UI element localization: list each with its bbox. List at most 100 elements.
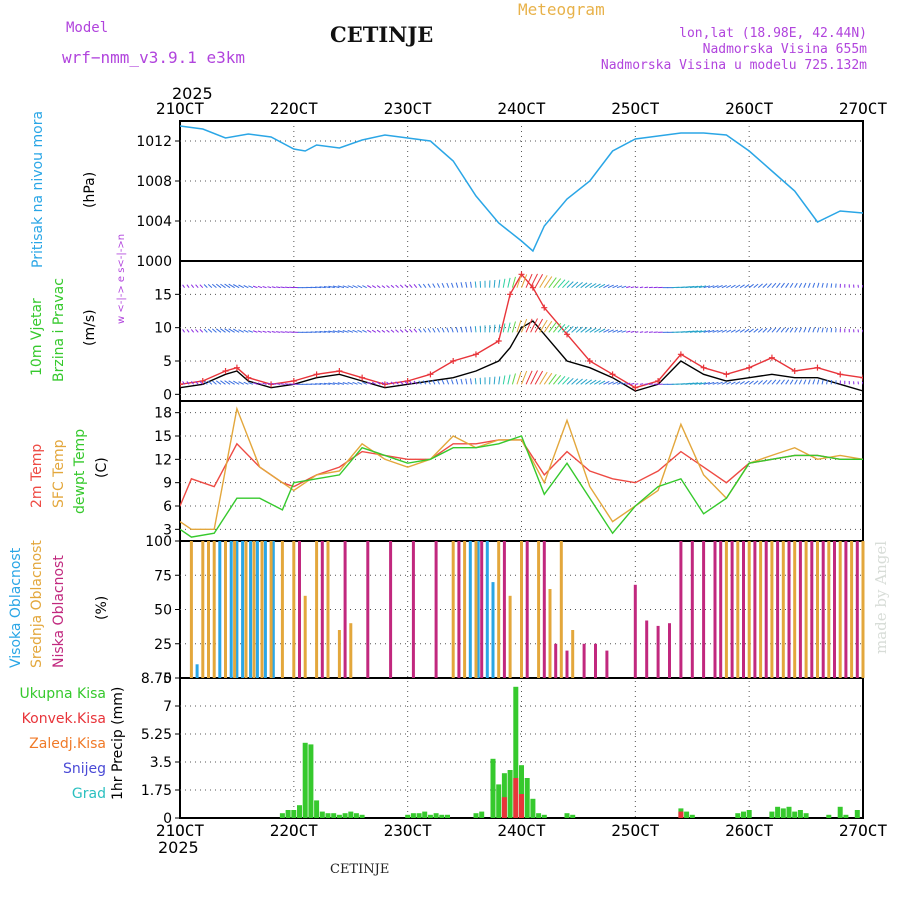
- y-tick-label: 9: [163, 476, 172, 492]
- wind-barb: [566, 377, 574, 385]
- series-brzina-vjetra: [180, 320, 863, 392]
- wind-barb: [319, 286, 326, 289]
- wind-barb: [630, 330, 635, 333]
- cloud-bar-niska: [502, 541, 506, 678]
- gust-marker: [677, 351, 684, 358]
- cloud-bar-visoka: [195, 664, 199, 678]
- precip-bar-ukupna-kisa: [302, 742, 308, 818]
- wind-barb: [315, 331, 322, 333]
- wind-barb: [571, 281, 579, 289]
- precip-bar-ukupna-kisa: [746, 810, 752, 818]
- precip-bar-ukupna-kisa: [279, 813, 285, 818]
- wind-barb: [689, 382, 699, 385]
- wind-barb: [562, 376, 570, 385]
- wind-barb: [357, 381, 363, 385]
- cloud-bar-visoka: [229, 541, 233, 678]
- wind-barb: [186, 381, 190, 385]
- gust-marker: [507, 291, 514, 298]
- precip-bar-konvek-kisa: [501, 797, 507, 818]
- wind-barb: [220, 283, 226, 289]
- wind-barb: [744, 284, 750, 289]
- wind-barb: [409, 328, 413, 333]
- precip-bar-ukupna-kisa: [473, 813, 479, 818]
- cloud-bar-srednja: [781, 541, 785, 678]
- precip-bar-konvek-kisa: [678, 811, 684, 818]
- precip-bar-ukupna-kisa: [439, 814, 445, 818]
- wind-barb: [562, 324, 570, 333]
- wind-barb: [195, 284, 199, 288]
- wind-barb: [465, 326, 468, 333]
- wind-barb: [598, 380, 606, 385]
- wind-barb: [238, 284, 244, 289]
- wind-barb: [211, 380, 217, 385]
- wind-barb: [323, 286, 331, 289]
- wind-barb: [812, 282, 816, 288]
- precip-bar-ukupna-kisa: [735, 813, 741, 818]
- cloud-bar-visoka: [255, 541, 259, 678]
- wind-barb: [409, 284, 413, 288]
- series-udari: [180, 273, 863, 389]
- cloud-bar-niska: [742, 541, 745, 678]
- wind-barb: [730, 329, 736, 333]
- cloud-bar-srednja: [269, 541, 273, 678]
- wind-barb: [726, 381, 732, 385]
- wind-barb: [207, 328, 213, 333]
- precip-bar-ukupna-kisa: [331, 813, 337, 818]
- precip-bar-ukupna-kisa: [507, 770, 513, 818]
- wind-barb: [762, 379, 768, 385]
- wind-barb: [357, 329, 363, 333]
- wind-barb: [367, 329, 372, 333]
- wind-barb: [780, 327, 785, 333]
- wind-barb: [271, 331, 276, 333]
- cloud-bar-niska: [656, 625, 660, 678]
- gust-marker: [222, 368, 229, 374]
- cloud-bar-niska: [821, 541, 825, 678]
- cloud-bar-srednja: [463, 541, 467, 678]
- precip-bar-ukupna-kisa: [348, 811, 354, 818]
- wind-barb: [376, 329, 381, 333]
- cloud-bar-srednja: [349, 623, 353, 678]
- cloud-bar-srednja: [548, 589, 552, 678]
- precip-bar-ukupna-kisa: [422, 811, 428, 818]
- wind-barb: [826, 283, 828, 288]
- wind-barb: [432, 283, 436, 288]
- cloud-bar-visoka: [485, 541, 489, 678]
- wind-barb: [404, 284, 409, 289]
- wind-barb: [427, 283, 431, 288]
- precip-bar-ukupna-kisa: [786, 806, 792, 818]
- wind-barb: [767, 283, 772, 289]
- wind-barb: [276, 331, 281, 333]
- wind-barb: [580, 282, 588, 289]
- legend-convective: Konvek.Kisa: [21, 711, 106, 727]
- wind-barb: [199, 381, 204, 385]
- wind-barb: [465, 281, 468, 288]
- wind-barb: [703, 285, 711, 289]
- wind-barb: [418, 328, 422, 333]
- wind-barb: [507, 277, 511, 288]
- wind-barb: [571, 378, 579, 385]
- wind-barb: [735, 381, 741, 385]
- cloud-bar-srednja: [816, 541, 819, 678]
- wind-barb: [511, 373, 516, 385]
- wind-barb: [446, 327, 450, 333]
- wind-barb: [352, 329, 358, 333]
- wind-barb: [376, 381, 381, 385]
- wind-barb: [474, 281, 477, 288]
- cloud-bar-srednja: [201, 541, 205, 678]
- legend-snow: Snijeg: [62, 761, 106, 777]
- precip-bar-ukupna-kisa: [501, 773, 507, 818]
- wind-barb: [207, 284, 213, 289]
- wind-barb: [262, 286, 267, 289]
- wind-barb: [530, 273, 538, 288]
- cloud-bar-niska: [855, 541, 859, 678]
- precip-bar-ukupna-kisa: [803, 813, 809, 818]
- wind-barb: [404, 329, 409, 333]
- wind-barb: [342, 285, 349, 289]
- wind-barb: [543, 372, 553, 385]
- precip-bar-ukupna-kisa: [564, 813, 570, 818]
- wind-barb: [371, 285, 377, 289]
- cloud-bar-srednja: [747, 541, 751, 678]
- wind-barb: [262, 330, 267, 333]
- wind-barb: [698, 330, 707, 333]
- wind-barb: [726, 284, 732, 289]
